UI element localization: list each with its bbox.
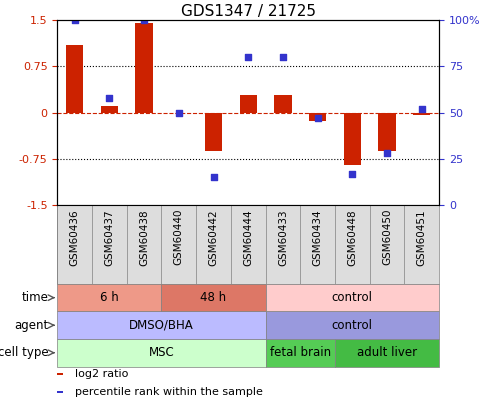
Bar <box>309 113 326 121</box>
Text: GSM60433: GSM60433 <box>278 209 288 266</box>
Bar <box>57 284 162 311</box>
Bar <box>57 391 63 393</box>
Point <box>383 150 391 156</box>
Text: GSM60448: GSM60448 <box>347 209 357 266</box>
Text: MSC: MSC <box>149 346 174 359</box>
Point <box>140 17 148 23</box>
Text: adult liver: adult liver <box>357 346 417 359</box>
Text: GSM60437: GSM60437 <box>104 209 114 266</box>
Point <box>210 174 218 181</box>
Text: percentile rank within the sample: percentile rank within the sample <box>75 387 262 397</box>
Text: log2 ratio: log2 ratio <box>75 369 128 379</box>
Bar <box>335 339 439 367</box>
Text: GSM60450: GSM60450 <box>382 209 392 265</box>
Bar <box>101 107 118 113</box>
Bar <box>378 113 396 151</box>
Text: GSM60436: GSM60436 <box>70 209 80 266</box>
Text: GSM60440: GSM60440 <box>174 209 184 265</box>
Bar <box>265 284 439 311</box>
Text: cell type: cell type <box>0 346 49 359</box>
Bar <box>274 95 291 113</box>
Point <box>314 115 322 122</box>
Point <box>279 54 287 60</box>
Text: time: time <box>22 291 49 304</box>
Text: control: control <box>332 319 373 332</box>
Bar <box>344 113 361 165</box>
Point <box>175 109 183 116</box>
Text: GSM60434: GSM60434 <box>313 209 323 266</box>
Text: control: control <box>332 291 373 304</box>
Bar <box>57 339 265 367</box>
Point <box>71 17 79 23</box>
Text: GSM60444: GSM60444 <box>243 209 253 266</box>
Bar <box>66 45 83 113</box>
Point <box>105 95 113 101</box>
Text: GSM60451: GSM60451 <box>417 209 427 266</box>
Bar <box>240 95 257 113</box>
Text: 48 h: 48 h <box>201 291 227 304</box>
Point <box>418 106 426 112</box>
Bar <box>265 339 335 367</box>
Bar <box>135 23 153 113</box>
Bar <box>57 373 63 375</box>
Text: 6 h: 6 h <box>100 291 119 304</box>
Bar <box>162 284 265 311</box>
Title: GDS1347 / 21725: GDS1347 / 21725 <box>181 4 316 19</box>
Text: fetal brain: fetal brain <box>270 346 331 359</box>
Text: GSM60442: GSM60442 <box>209 209 219 266</box>
Text: DMSO/BHA: DMSO/BHA <box>129 319 194 332</box>
Bar <box>413 113 431 115</box>
Bar <box>265 311 439 339</box>
Text: GSM60438: GSM60438 <box>139 209 149 266</box>
Point <box>244 54 252 60</box>
Bar <box>57 311 265 339</box>
Text: agent: agent <box>14 319 49 332</box>
Bar <box>205 113 222 151</box>
Point <box>348 170 356 177</box>
